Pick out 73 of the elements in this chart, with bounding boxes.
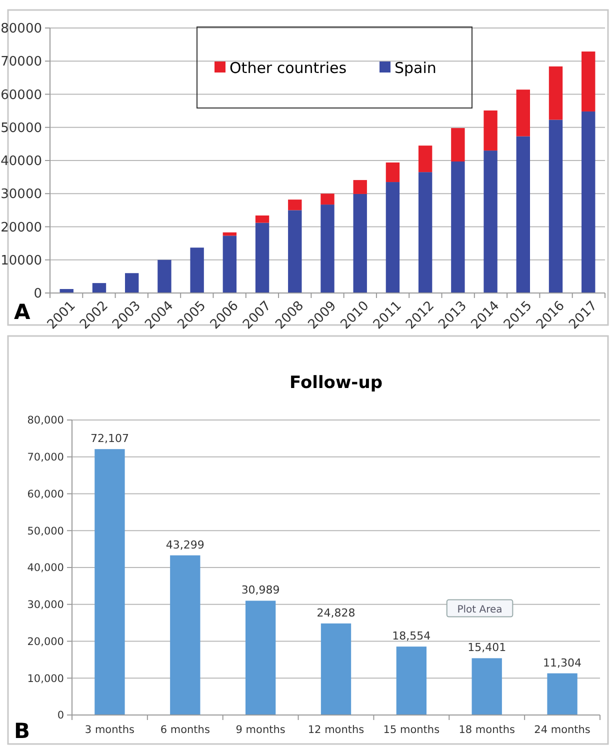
bar: [255, 222, 270, 293]
bar: [582, 111, 596, 293]
data-label: 18,554: [392, 630, 431, 643]
x-tick-label: 12 months: [308, 724, 364, 736]
bar: [516, 136, 530, 293]
y-tick-label: 70000: [0, 54, 42, 70]
bar: [582, 52, 596, 112]
bar: [245, 600, 276, 715]
bar: [125, 273, 139, 293]
x-tick-label: 18 months: [458, 724, 515, 736]
x-tick-label: 24 months: [534, 724, 590, 736]
legend-label: Other countries: [230, 58, 347, 77]
bar: [547, 673, 578, 715]
y-tick-label: 60000: [0, 88, 42, 103]
bar: [451, 128, 465, 162]
y-tick-label: 0: [34, 286, 42, 302]
y-tick-label: 10,000: [27, 672, 64, 685]
y-tick-label: 30000: [0, 187, 42, 202]
y-tick-label: 60,000: [27, 488, 64, 500]
y-tick-label: 50000: [0, 120, 42, 136]
bar: [418, 172, 432, 293]
y-tick-label: 40000: [0, 154, 42, 170]
annotation: Plot Area: [457, 604, 502, 616]
bar: [222, 232, 237, 236]
x-tick-label: 15 months: [383, 724, 440, 736]
bar: [190, 248, 204, 293]
bar: [288, 200, 302, 210]
data-label: 30,989: [241, 584, 280, 597]
y-tick-label: 10000: [0, 253, 42, 268]
bar: [548, 66, 563, 120]
data-label: 24,828: [316, 606, 356, 620]
data-label: 15,401: [468, 641, 506, 654]
data-label: 72,107: [90, 432, 129, 446]
bar: [288, 210, 302, 293]
bar: [451, 161, 465, 293]
y-tick-label: 20,000: [27, 636, 64, 648]
y-tick-label: 70,000: [27, 452, 64, 464]
bar: [222, 236, 237, 293]
bar: [320, 623, 352, 715]
y-tick-label: 40,000: [27, 562, 64, 574]
bar: [353, 180, 367, 194]
bar: [548, 120, 563, 293]
y-tick-label: 50,000: [27, 525, 64, 538]
bar: [484, 150, 498, 293]
y-tick-label: 80000: [0, 22, 42, 37]
bar: [320, 204, 334, 293]
bar: [92, 283, 106, 293]
y-tick-label: 80,000: [27, 414, 64, 427]
legend-label: Spain: [394, 58, 436, 77]
bar: [396, 646, 427, 715]
x-tick-label: 9 months: [236, 724, 286, 736]
bar: [386, 162, 400, 182]
x-tick-label: 6 months: [160, 724, 210, 736]
data-label: 11,304: [543, 656, 582, 670]
text: B: [14, 719, 30, 743]
bar: [386, 182, 400, 293]
x-tick-label: 3 months: [84, 724, 135, 736]
bar: [484, 110, 498, 151]
text: A: [14, 300, 31, 324]
y-tick-label: 20000: [0, 220, 42, 236]
bar: [94, 449, 125, 715]
data-label: 43,299: [166, 538, 204, 552]
y-tick-label: 0: [57, 710, 64, 722]
bar: [472, 658, 502, 715]
bar: [255, 215, 270, 223]
bar: [170, 555, 200, 715]
bar: [418, 146, 432, 172]
chart-title: Follow-up: [290, 373, 382, 393]
bar: [158, 260, 172, 293]
bar: [320, 194, 334, 205]
bar: [353, 194, 367, 293]
y-tick-label: 30,000: [27, 599, 64, 612]
bar: [516, 90, 530, 136]
